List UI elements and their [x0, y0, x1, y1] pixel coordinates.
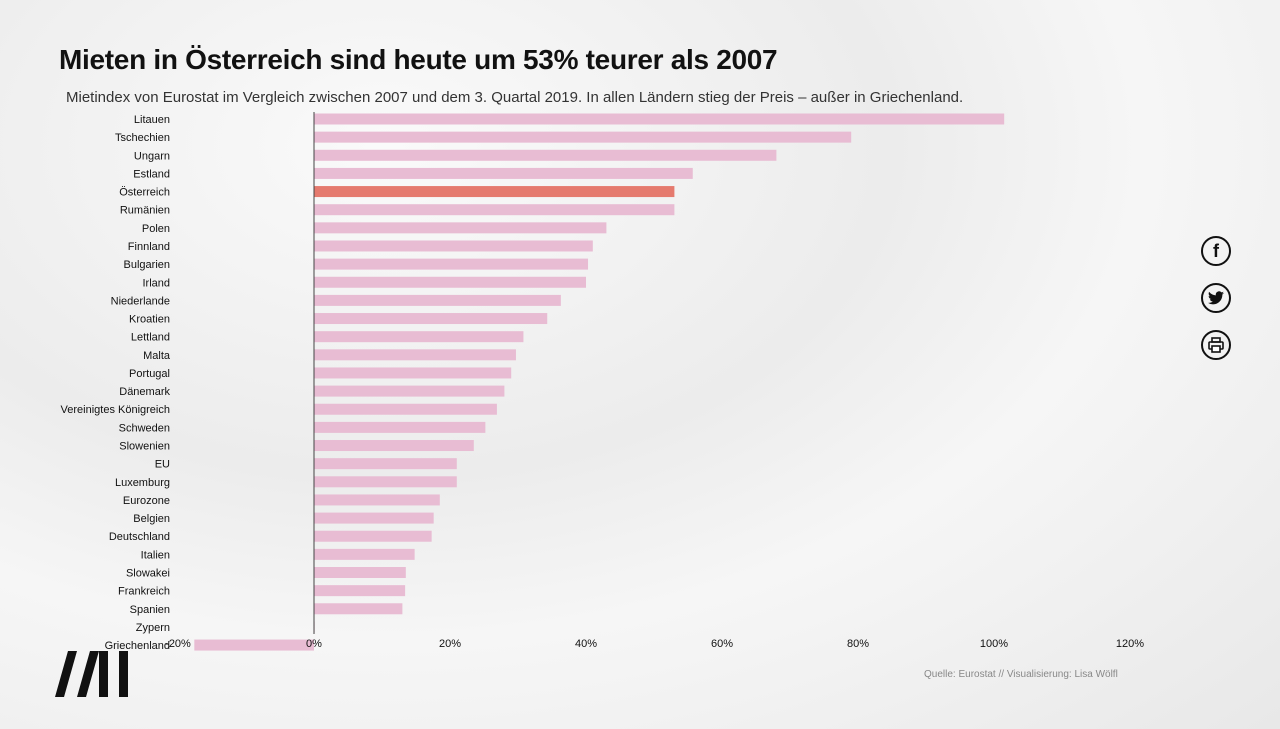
bar: [314, 167, 693, 179]
category-label: Bulgarien: [124, 259, 170, 271]
category-label: Luxemburg: [115, 477, 170, 489]
category-label: Portugal: [129, 368, 170, 380]
category-label: Belgien: [133, 513, 170, 525]
print-button[interactable]: [1201, 330, 1231, 360]
bar: [314, 512, 434, 524]
category-label: Slowakei: [126, 568, 170, 580]
facebook-share-button[interactable]: f: [1201, 236, 1231, 266]
category-label: Deutschland: [109, 531, 170, 543]
x-tick-label: 120%: [1116, 638, 1144, 650]
source-note: Quelle: Eurostat // Visualisierung: Lisa…: [924, 669, 1118, 680]
bar: [194, 639, 314, 651]
category-label: Lettland: [131, 332, 170, 344]
x-tick-label: 20%: [439, 638, 461, 650]
bar: [314, 440, 474, 452]
x-tick-label: 40%: [575, 638, 597, 650]
chart-title: Mieten in Österreich sind heute um 53% t…: [59, 44, 778, 75]
bar: [314, 349, 516, 361]
twitter-icon: [1208, 291, 1224, 305]
category-label: Irland: [142, 277, 170, 289]
x-tick-label: 60%: [711, 638, 733, 650]
bar: [314, 294, 561, 306]
bar: [314, 186, 675, 198]
bar: [314, 113, 1005, 125]
category-label: EU: [155, 459, 170, 471]
category-label: Frankreich: [118, 586, 170, 598]
bar: [314, 403, 497, 415]
logo: [55, 651, 128, 697]
bar: [314, 222, 607, 234]
bar: [314, 276, 586, 288]
category-label: Niederlande: [111, 295, 170, 307]
category-label: Italien: [141, 549, 170, 561]
bar: [314, 458, 457, 470]
bar: [314, 494, 440, 506]
twitter-share-button[interactable]: [1201, 283, 1231, 313]
bar: [314, 421, 486, 433]
x-tick-label: -20%: [165, 638, 191, 650]
category-label: Litauen: [134, 114, 170, 126]
bar: [314, 476, 457, 488]
bar: [314, 204, 675, 216]
x-tick-label: 0%: [306, 638, 322, 650]
bar: [314, 149, 777, 161]
category-label: Rumänien: [120, 205, 170, 217]
category-label: Finnland: [128, 241, 170, 253]
category-label: Estland: [133, 168, 170, 180]
bar: [314, 313, 548, 325]
category-label: Dänemark: [119, 386, 170, 398]
category-label: Tschechien: [115, 132, 170, 144]
x-tick-label: 100%: [980, 638, 1008, 650]
bar: [314, 530, 432, 542]
category-label: Griechenland: [105, 640, 170, 652]
print-icon: [1208, 337, 1224, 353]
bar: [314, 548, 415, 560]
bar: [314, 258, 589, 270]
bar: [314, 603, 403, 615]
bar: [314, 331, 524, 343]
category-label: Malta: [143, 350, 171, 362]
category-label: Spanien: [130, 604, 170, 616]
category-label: Ungarn: [134, 150, 170, 162]
category-label: Zypern: [136, 622, 170, 634]
bar: [314, 240, 593, 252]
category-label: Slowenien: [119, 441, 170, 453]
bar: [314, 367, 512, 379]
category-label: Schweden: [119, 422, 170, 434]
facebook-icon: f: [1213, 240, 1219, 261]
chart-subtitle: Mietindex von Eurostat im Vergleich zwis…: [66, 89, 964, 106]
category-label: Kroatien: [129, 314, 170, 326]
category-label: Polen: [142, 223, 170, 235]
x-tick-label: 80%: [847, 638, 869, 650]
bar: [314, 567, 406, 578]
bar: [314, 131, 852, 143]
category-label: Eurozone: [123, 495, 170, 507]
category-label: Vereinigtes Königreich: [61, 404, 170, 416]
bar: [314, 385, 505, 397]
category-label: Österreich: [119, 187, 170, 199]
bar: [314, 585, 406, 597]
